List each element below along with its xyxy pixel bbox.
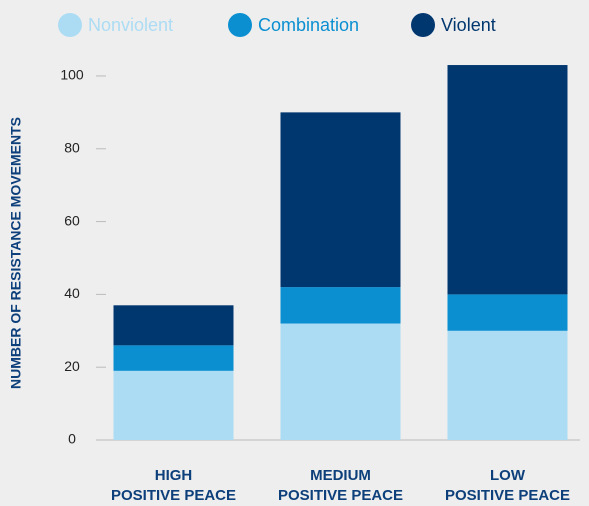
y-axis-label: NUMBER OF RESISTANCE MOVEMENTS	[8, 117, 24, 389]
legend-swatch	[228, 13, 252, 37]
x-tick-label: HIGH	[155, 467, 193, 484]
x-tick-label: POSITIVE PEACE	[278, 487, 403, 504]
bar-segment	[447, 65, 568, 295]
y-tick-label: 0	[68, 431, 76, 447]
x-tick-label: POSITIVE PEACE	[445, 487, 570, 504]
bar-segment	[280, 287, 401, 324]
bar-segment	[447, 294, 568, 331]
y-tick-label: 100	[60, 67, 84, 83]
bar-segment	[280, 323, 401, 440]
y-tick-label: 80	[64, 139, 80, 155]
bar-segment	[280, 112, 401, 288]
x-tick-label: POSITIVE PEACE	[111, 487, 236, 504]
y-tick-label: 20	[64, 358, 80, 374]
x-tick-label: MEDIUM	[310, 467, 371, 484]
bar-segment	[113, 305, 234, 346]
bar-segment	[113, 370, 234, 440]
legend-swatch	[411, 13, 435, 37]
legend-label: Combination	[258, 15, 359, 35]
y-tick-label: 60	[64, 212, 80, 228]
legend-swatch	[58, 13, 82, 37]
y-tick-label: 40	[64, 285, 80, 301]
bar-segment	[447, 330, 568, 440]
x-tick-label: LOW	[490, 467, 526, 484]
legend-label: Nonviolent	[88, 15, 173, 35]
legend-label: Violent	[441, 15, 496, 35]
bar-segment	[113, 345, 234, 371]
